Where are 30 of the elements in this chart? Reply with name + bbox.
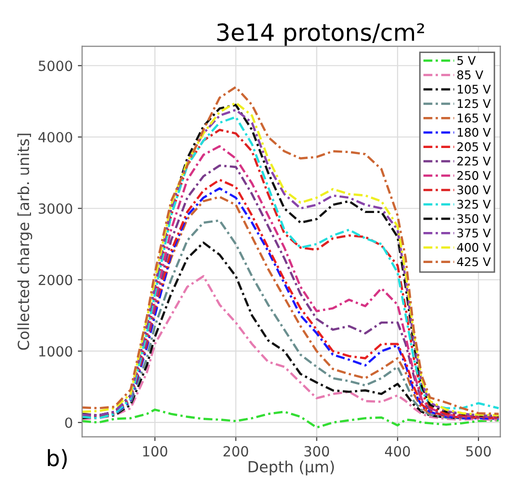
legend-label: 300 V [457,185,491,194]
x-tick-label: 500 [466,446,491,457]
y-tick-label: 1000 [39,346,72,357]
legend-label: 180 V [458,128,491,137]
legend-label: 350 V [457,214,491,224]
legend-label: 85 V [457,70,484,80]
y-tick-label: 2000 [38,274,72,286]
y-tick-label: 0 [65,417,72,428]
legend-label: 325 V [457,200,491,209]
legend-label: 425 V [457,257,491,266]
text: b) [48,449,67,469]
x-tick-label: 200 [224,446,248,457]
y-tick-label: 4000 [38,132,72,142]
legend-label: 165 V [458,114,491,122]
legend-label: 205 V [457,142,491,152]
x-tick-label: 400 [385,446,410,457]
x-axis-title: Depth (μm) [248,460,334,476]
chart-title: 3e14 protons/cm² [217,23,424,46]
legend-label: 5 V [457,56,476,65]
legend-label: 400 V [457,242,491,252]
legend-label: 225 V [457,156,491,166]
y-tick-label: 5000 [38,60,72,72]
legend-label: 250 V [457,171,491,180]
legend-label: 105 V [458,84,491,94]
y-axis-title: Collected charge [arb. units] [17,134,32,350]
legend-label: 125 V [458,99,491,108]
y-tick-label: 3000 [38,203,72,214]
x-tick-label: 300 [304,446,330,457]
legend-label: 375 V [457,228,491,238]
x-tick-label: 100 [143,446,168,457]
